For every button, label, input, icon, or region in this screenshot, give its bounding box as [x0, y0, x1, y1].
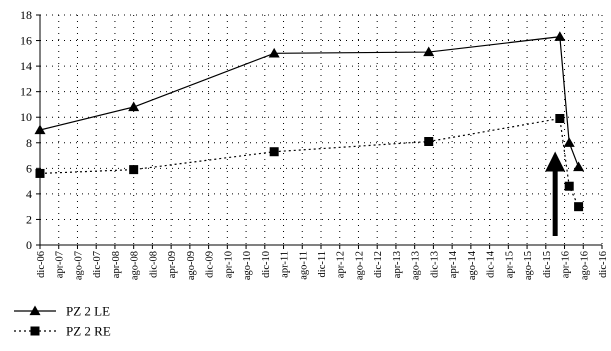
data-point [128, 101, 140, 112]
legend-marker [29, 305, 41, 316]
x-tick-label: dic-08 [148, 251, 159, 278]
x-tick-label: dic-06 [36, 251, 47, 278]
x-tick-label: ago-13 [411, 251, 422, 280]
y-tick-label: 18 [20, 8, 32, 22]
data-point [554, 31, 566, 41]
x-tick-label: apr-08 [111, 251, 122, 278]
x-tick-label: ago-11 [298, 251, 309, 280]
y-tick-label: 16 [20, 34, 32, 48]
series-line [39, 36, 580, 168]
x-tick-label: apr-11 [280, 251, 291, 278]
y-tick-label: 14 [20, 59, 32, 73]
data-point [423, 46, 435, 57]
x-tick-label: dic-15 [542, 251, 553, 278]
x-tick-label: apr-16 [561, 251, 572, 278]
legend-label: PZ 2 LE [66, 304, 110, 319]
y-tick-label: 12 [20, 85, 32, 99]
x-tick-label: apr-12 [336, 251, 347, 278]
x-tick-label: dic-11 [317, 251, 328, 277]
series-pz2-le [34, 31, 585, 172]
x-tick-label: apr-14 [448, 250, 459, 278]
x-tick-label: ago-15 [523, 251, 534, 280]
legend-entry: PZ 2 RE [14, 324, 111, 339]
axes: 0 2 4 6 8 10 12 14 16 18 dic-06 apr-07 ago-07 dic-07 a… [20, 8, 609, 280]
x-tick-label: ago-14 [467, 250, 478, 280]
x-tick-label: ago-12 [354, 251, 365, 280]
y-tick-label: 2 [26, 212, 32, 226]
y-tick-label: 4 [26, 187, 32, 201]
y-tick-label: 0 [26, 238, 32, 252]
x-tick-label: dic-13 [429, 251, 440, 278]
x-tick-label: ago-16 [579, 251, 590, 280]
series-pz2-re [35, 114, 584, 212]
data-point [573, 161, 585, 172]
x-tick-label: apr-09 [167, 251, 178, 278]
x-tick-label: apr-13 [392, 251, 403, 278]
data-point [563, 137, 575, 147]
y-tick-label: 6 [26, 161, 32, 175]
x-tick-label: dic-10 [261, 251, 272, 278]
data-point [268, 47, 280, 58]
x-tick-label: ago-10 [242, 251, 253, 280]
x-tick-label: dic-14 [486, 250, 497, 278]
data-point [574, 202, 584, 212]
data-point [34, 124, 46, 135]
legend-label: PZ 2 RE [66, 324, 111, 339]
y-tick-label: 10 [20, 110, 32, 124]
data-point [564, 181, 574, 191]
legend: PZ 2 LE PZ 2 RE [14, 304, 111, 339]
x-tick-label: dic-07 [92, 251, 103, 278]
x-tick-label: dic-09 [205, 251, 216, 278]
x-tick-label: ago-08 [130, 251, 141, 280]
y-tick-label: 8 [26, 136, 32, 150]
x-tick-label: apr-07 [55, 251, 66, 278]
x-tick-label: dic-12 [373, 251, 384, 278]
series-line [39, 117, 580, 207]
x-tick-label: apr-10 [223, 251, 234, 278]
data-point [424, 137, 434, 146]
legend-entry: PZ 2 LE [14, 304, 110, 319]
data-point [129, 165, 139, 175]
x-tick-label: ago-07 [73, 251, 84, 280]
grid [40, 14, 603, 245]
series-group [34, 31, 585, 212]
data-point [269, 147, 279, 157]
data-point [555, 114, 565, 123]
x-tick-label: apr-15 [504, 251, 515, 278]
x-tick-label: ago-09 [186, 251, 197, 280]
x-tick-label: dic-16 [598, 251, 609, 278]
data-point [35, 168, 45, 178]
legend-marker [30, 326, 40, 336]
